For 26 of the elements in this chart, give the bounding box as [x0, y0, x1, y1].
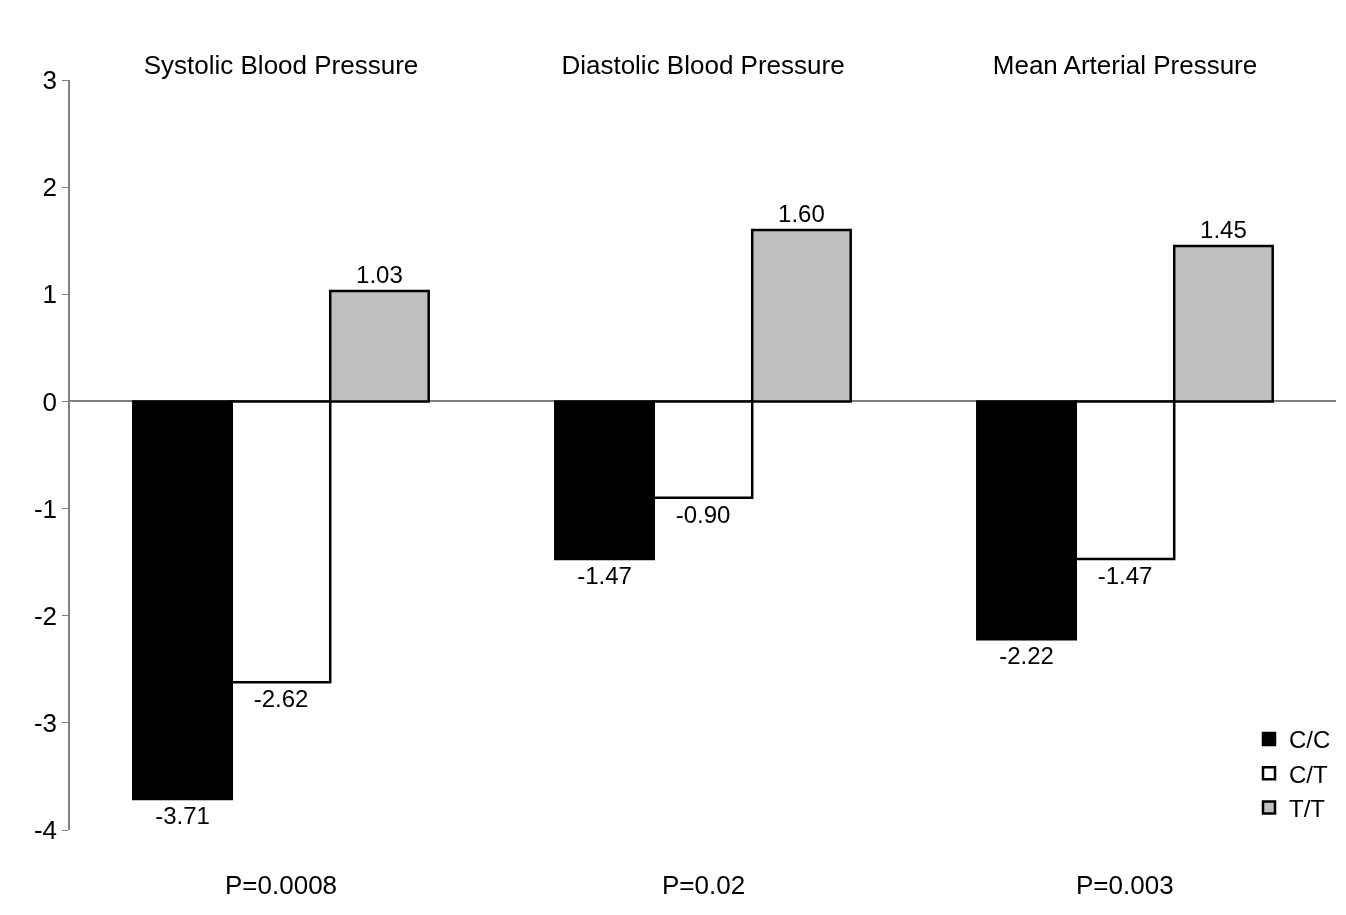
data-label: -2.62	[253, 685, 309, 713]
data-label: -2.22	[999, 642, 1054, 670]
y-tick-label: 2	[42, 172, 58, 203]
text: P=0.0008	[225, 870, 338, 900]
x-tick-label: Systolic Blood Pressure	[143, 49, 419, 80]
data-label: 1.03	[356, 261, 403, 289]
text: P=0.02	[662, 870, 746, 900]
y-tick-label: -1	[33, 493, 58, 524]
data-label: -3.71	[155, 801, 210, 829]
data-label: 1.45	[1200, 216, 1247, 244]
legend-label: C/T	[1289, 760, 1328, 788]
y-tick-label: 1	[42, 279, 58, 310]
y-tick-label: -2	[33, 600, 58, 631]
legend-label: C/C	[1289, 726, 1331, 754]
text: P=0.003	[1076, 870, 1174, 900]
y-tick-label: 3	[42, 65, 58, 96]
legend-label: T/T	[1289, 794, 1326, 822]
y-tick-label: -3	[33, 707, 58, 738]
y-tick-label: -4	[33, 815, 58, 846]
x-tick-label: Diastolic Blood Pressure	[561, 49, 845, 80]
y-tick-label: 0	[42, 386, 58, 417]
data-label: -0.90	[675, 500, 731, 528]
data-label: 1.60	[778, 200, 825, 227]
x-tick-label: Mean Arterial Pressure	[992, 49, 1258, 80]
data-label: -1.47	[1097, 561, 1153, 589]
data-label: -1.47	[577, 561, 632, 589]
